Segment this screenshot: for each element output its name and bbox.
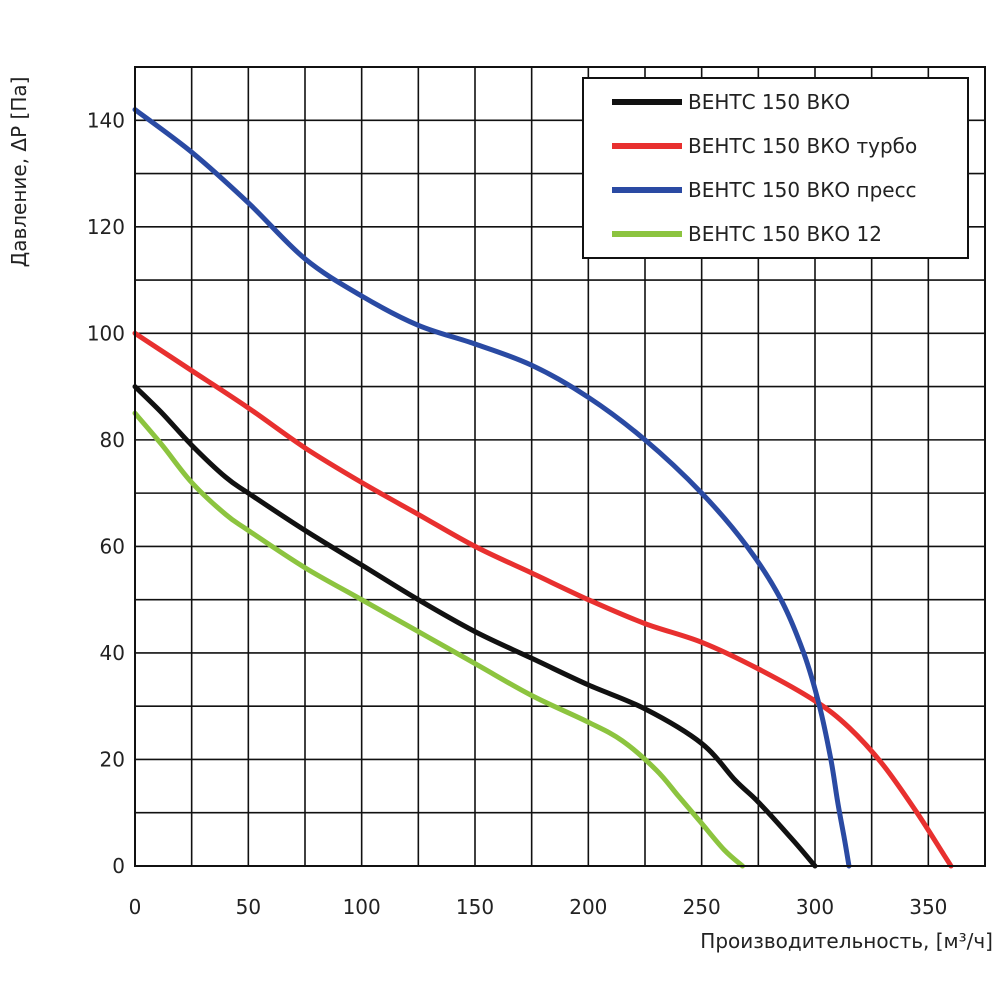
series-line bbox=[132, 410, 745, 869]
y-tick-labels: 0 20 40 60 80 100 120 140 bbox=[87, 108, 125, 878]
y-tick-label: 40 bbox=[100, 641, 125, 665]
y-tick-label: 20 bbox=[100, 747, 125, 771]
y-tick-label: 0 bbox=[112, 854, 125, 878]
legend-box bbox=[582, 77, 969, 259]
x-tick-labels: 0 50 100 150 200 250 300 350 bbox=[129, 895, 948, 919]
legend-label: ВЕНТС 150 ВКО 12 bbox=[688, 222, 882, 246]
y-tick-label: 60 bbox=[100, 534, 125, 558]
x-tick-label: 50 bbox=[236, 895, 261, 919]
x-tick-label: 350 bbox=[909, 895, 947, 919]
x-tick-label: 150 bbox=[456, 895, 494, 919]
x-tick-label: 200 bbox=[569, 895, 607, 919]
y-tick-label: 100 bbox=[87, 321, 125, 345]
x-tick-label: 250 bbox=[683, 895, 721, 919]
x-tick-label: 300 bbox=[796, 895, 834, 919]
plot-frame bbox=[134, 66, 986, 867]
legend-label: ВЕНТС 150 ВКО bbox=[688, 90, 850, 114]
series-line bbox=[132, 384, 818, 869]
series-line bbox=[132, 330, 954, 869]
x-tick-label: 0 bbox=[129, 895, 142, 919]
y-tick-label: 120 bbox=[87, 215, 125, 239]
legend: ВЕНТС 150 ВКО ВЕНТС 150 ВКО турбо ВЕНТС 15… bbox=[582, 77, 969, 259]
series-line bbox=[132, 107, 852, 869]
x-axis-title: Производительность, [м³/ч] bbox=[700, 929, 993, 953]
series-lines bbox=[132, 107, 954, 869]
legend-label: ВЕНТС 150 ВКО турбо bbox=[688, 134, 917, 158]
y-tick-label: 80 bbox=[100, 428, 125, 452]
y-axis-title: Давление, ΔP [Па] bbox=[7, 77, 31, 268]
legend-label: ВЕНТС 150 ВКО пресс bbox=[688, 178, 917, 202]
x-tick-label: 100 bbox=[343, 895, 381, 919]
y-tick-label: 140 bbox=[87, 108, 125, 132]
